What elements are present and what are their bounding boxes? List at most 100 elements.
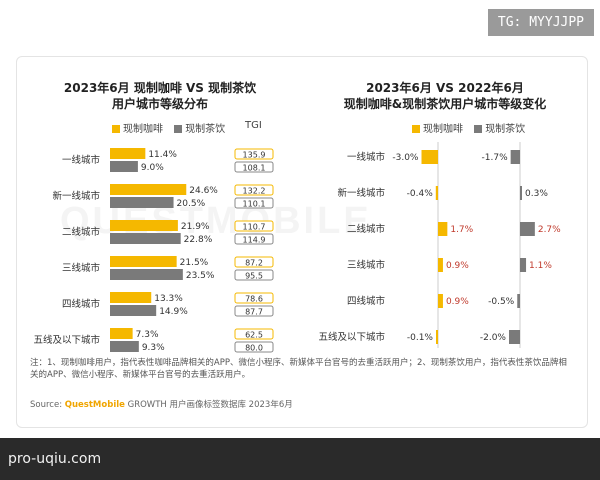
left-category-label: 二线城市 [62,226,101,238]
legend-tea-label-right: 现制茶饮 [485,124,526,135]
coffee-change-bar [438,294,443,308]
tea-value-label: 9.3% [142,343,165,353]
left-category-label: 三线城市 [62,262,101,274]
coffee-bar [110,220,178,231]
left-title-line1: 2023年6月 现制咖啡 VS 现制茶饮 [63,81,257,95]
tgi-coffee-value: 132.2 [243,187,266,196]
tea-change-label: 0.3% [525,189,548,199]
right-category-label: 四线城市 [347,295,386,307]
left-category-label: 五线及以下城市 [33,334,100,346]
legend-tea-swatch [174,125,183,133]
tea-bar [110,341,139,352]
tgi-tea-box [234,269,274,281]
tea-change-label: -0.5% [488,297,515,307]
tea-value-label: 14.9% [159,307,188,317]
tea-value-label: 9.0% [141,163,164,173]
source-prefix: Source: [30,400,65,410]
tgi-tea-box [234,305,274,317]
tea-change-bar [509,330,520,344]
coffee-change-label: 1.7% [450,225,473,235]
tea-bar [110,305,157,316]
coffee-bar [110,184,187,195]
coffee-change-label: -0.1% [407,333,434,343]
source-brand: QuestMobile [64,400,125,410]
coffee-change-bar [438,258,443,272]
coffee-change-label: 0.9% [446,261,469,271]
tgi-coffee-value: 87.2 [245,259,263,268]
tgi-coffee-box [234,148,274,160]
footer-bar [0,438,600,480]
legend-tea-label: 现制茶饮 [185,124,226,135]
tgi-coffee-box [234,220,274,232]
coffee-bar [110,256,177,267]
tgi-tea-value: 80.0 [245,344,263,353]
telegram-badge: TG: MYYJJPP [487,9,594,36]
tgi-coffee-value: 110.7 [243,223,266,232]
tea-change-bar [520,222,535,236]
tgi-coffee-box [234,328,274,340]
tgi-coffee-value: 62.5 [245,331,263,340]
right-category-label: 新一线城市 [337,187,385,199]
right-title-line1: 2023年6月 VS 2022年6月 [366,81,524,95]
coffee-change-label: -0.4% [407,189,434,199]
tgi-tea-box [234,341,274,353]
tea-bar [110,233,181,244]
right-category-label: 二线城市 [347,223,386,235]
tgi-coffee-value: 78.6 [245,295,263,304]
tea-value-label: 22.8% [184,235,213,245]
coffee-bar [110,292,152,303]
tgi-tea-value: 108.1 [243,164,266,173]
footer-site-text: pro-uqiu.com [8,451,102,467]
tgi-tea-value: 114.9 [243,236,266,245]
coffee-value-label: 21.5% [180,258,209,268]
left-category-label: 四线城市 [62,298,101,310]
left-chart-title: 2023年6月 现制咖啡 VS 现制茶饮 用户城市等级分布 [40,80,280,112]
tea-value-label: 20.5% [177,199,206,209]
left-category-label: 新一线城市 [52,190,100,202]
legend-coffee-swatch-right [412,125,420,133]
tea-bar [110,269,183,280]
left-category-label: 一线城市 [62,154,101,166]
left-title-line2: 用户城市等级分布 [111,97,208,111]
tgi-coffee-box [234,256,274,268]
tgi-header: TGI [245,120,262,131]
coffee-change-label: -3.0% [392,153,419,163]
right-category-label: 五线及以下城市 [318,331,385,343]
tea-change-bar [520,186,522,200]
coffee-value-label: 21.9% [181,222,210,232]
coffee-value-label: 24.6% [189,186,218,196]
coffee-bar [110,148,146,159]
source-line: Source: QuestMobile GROWTH 用户画像标签数据库 202… [30,398,293,410]
legend-coffee-label-right: 现制咖啡 [423,124,463,135]
coffee-change-bar [435,186,438,200]
tgi-tea-box [234,233,274,245]
right-chart-title: 2023年6月 VS 2022年6月 现制咖啡&现制茶饮用户城市等级变化 [320,80,570,112]
tgi-tea-value: 110.1 [243,200,266,209]
tgi-tea-box [234,197,274,209]
right-title-line2: 现制咖啡&现制茶饮用户城市等级变化 [343,97,547,111]
legend-coffee-swatch [112,125,120,133]
coffee-bar [110,328,133,339]
coffee-change-label: 0.9% [446,297,469,307]
tea-bar [110,161,138,172]
source-suffix: GROWTH 用户画像标签数据库 2023年6月 [124,400,293,410]
tgi-tea-value: 95.5 [245,272,263,281]
tea-change-label: 1.1% [529,261,552,271]
tea-change-bar [510,150,520,164]
coffee-change-bar [438,222,448,236]
tgi-coffee-value: 135.9 [243,151,266,160]
legend-coffee-label: 现制咖啡 [123,124,163,135]
tgi-tea-box [234,161,274,173]
coffee-value-label: 11.4% [148,150,177,160]
coffee-value-label: 13.3% [154,294,183,304]
coffee-change-bar [436,330,438,344]
tea-change-label: -2.0% [480,333,507,343]
tea-value-label: 23.5% [186,271,215,281]
tea-bar [110,197,174,208]
right-category-label: 一线城市 [347,151,386,163]
footnote: 注：1、现制咖啡用户，指代表性咖啡品牌相关的APP、微信小程序、新媒体平台官号的… [30,358,567,380]
tea-change-label: 2.7% [538,225,561,235]
tgi-tea-value: 87.7 [245,308,263,317]
